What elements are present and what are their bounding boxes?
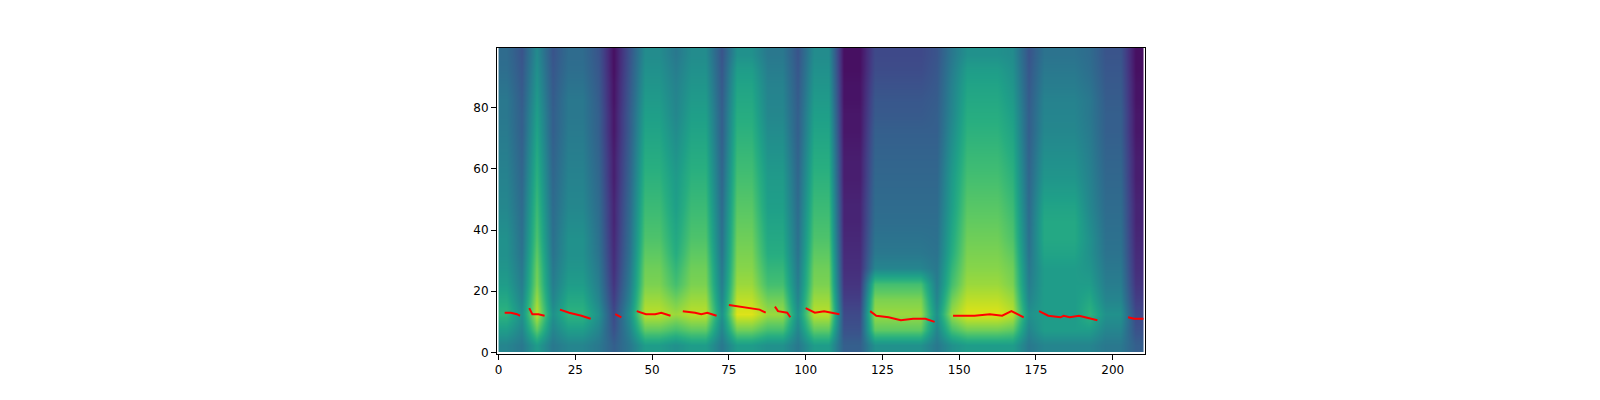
svg-text:20: 20	[473, 284, 488, 298]
svg-text:50: 50	[644, 363, 659, 377]
svg-text:60: 60	[473, 162, 488, 176]
svg-text:100: 100	[794, 363, 817, 377]
svg-text:75: 75	[721, 363, 736, 377]
svg-text:40: 40	[473, 223, 488, 237]
svg-text:25: 25	[568, 363, 583, 377]
svg-text:150: 150	[948, 363, 971, 377]
svg-text:0: 0	[495, 363, 503, 377]
svg-text:0: 0	[481, 346, 489, 360]
svg-text:200: 200	[1101, 363, 1124, 377]
svg-text:125: 125	[871, 363, 894, 377]
svg-text:175: 175	[1025, 363, 1048, 377]
svg-text:80: 80	[473, 101, 488, 115]
